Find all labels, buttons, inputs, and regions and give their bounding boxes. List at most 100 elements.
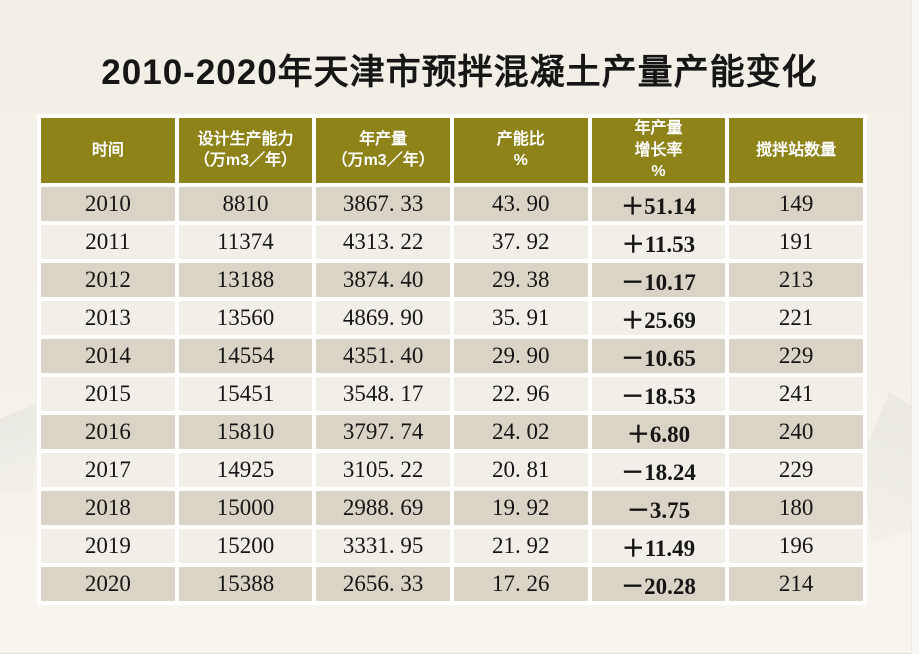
table-cell: 17. 26 xyxy=(453,566,588,601)
column-header-line: 设计生产能力 xyxy=(197,130,294,148)
column-header-4: 年产量增长率% xyxy=(591,118,726,183)
table-row: 2014 14554 4351. 40 29. 90 －10.65 229 xyxy=(41,338,863,373)
table-cell: 11374 xyxy=(178,224,313,259)
table-cell: 2019 xyxy=(41,528,175,563)
table-cell: 180 xyxy=(729,490,863,525)
table-cell: ＋6.80 xyxy=(591,414,726,449)
table-cell: 240 xyxy=(729,414,863,449)
table-cell: 13560 xyxy=(178,300,313,335)
table-cell: 20. 81 xyxy=(453,452,588,487)
column-header-line: 时间 xyxy=(91,141,124,159)
table-cell: －18.24 xyxy=(591,452,726,487)
table-row: 2016 15810 3797. 74 24. 02 ＋6.80 240 xyxy=(41,414,863,449)
table-row: 2012 13188 3874. 40 29. 38 －10.17 213 xyxy=(41,262,863,297)
table-cell: 2015 xyxy=(41,376,175,411)
table-row: 2015 15451 3548. 17 22. 96 －18.53 241 xyxy=(41,376,863,411)
table-cell: 2020 xyxy=(41,566,175,601)
table-cell: 21. 92 xyxy=(453,528,588,563)
column-header-line: 年产量 xyxy=(359,130,408,148)
table-cell: 15810 xyxy=(178,414,313,449)
table-cell: 191 xyxy=(729,224,863,259)
background-texture-left xyxy=(0,402,42,494)
table-cell: 3867. 33 xyxy=(316,186,450,221)
table-header: 时间 设计生产能力 （万m3／年） 年产量 （万m3／年） 产能比% 年产量 增长率% 搅拌站数… xyxy=(41,118,863,183)
table-cell: 229 xyxy=(729,452,863,487)
table-cell: 14554 xyxy=(178,338,313,373)
table-cell: 213 xyxy=(729,262,863,297)
column-header-3: 产能比% xyxy=(453,118,588,183)
table-cell: 3797. 74 xyxy=(316,414,450,449)
table-cell: －18.53 xyxy=(591,376,726,411)
table-cell: 14925 xyxy=(178,452,313,487)
column-header-line: 搅拌站数量 xyxy=(756,141,837,159)
table-cell: 221 xyxy=(729,300,863,335)
table-cell: 2012 xyxy=(41,262,175,297)
column-header-line: 产能比 xyxy=(496,130,545,148)
background-texture-right xyxy=(861,392,913,542)
table-cell: 2988. 69 xyxy=(316,490,450,525)
table-row: 2020 15388 2656. 33 17. 26 －20.28 214 xyxy=(41,566,863,601)
table-cell: 2656. 33 xyxy=(316,566,450,601)
table-row: 2010 8810 3867. 33 43. 90 ＋51.14 149 xyxy=(41,186,863,221)
table-body: 2010 8810 3867. 33 43. 90 ＋51.14 149 2011 11374… xyxy=(41,186,863,601)
table-cell: 13188 xyxy=(178,262,313,297)
column-header-line: % xyxy=(513,152,528,170)
table-cell: 29. 38 xyxy=(453,262,588,297)
production-capacity-table: 时间 设计生产能力 （万m3／年） 年产量 （万m3／年） 产能比% 年产量 增长率% 搅拌站数… xyxy=(37,114,867,605)
table-cell: 37. 92 xyxy=(453,224,588,259)
column-header-line: （万m3／年） xyxy=(193,152,298,170)
table-cell: 15451 xyxy=(178,376,313,411)
table-cell: ＋11.49 xyxy=(591,528,726,563)
table-cell: 4313. 22 xyxy=(316,224,450,259)
column-header-2: 年产量 （万m3／年） xyxy=(316,118,450,183)
table-cell: 8810 xyxy=(178,186,313,221)
table-cell: ＋51.14 xyxy=(591,186,726,221)
column-header-0: 时间 xyxy=(41,118,175,183)
column-header-line: （万m3／年） xyxy=(331,152,435,170)
table-row: 2013 13560 4869. 90 35. 91 ＋25.69 221 xyxy=(41,300,863,335)
table-cell: 15200 xyxy=(178,528,313,563)
table-cell: 149 xyxy=(729,186,863,221)
page-title: 2010-2020年天津市预拌混凝土产量产能变化 xyxy=(101,53,818,92)
table-cell: 3874. 40 xyxy=(316,262,450,297)
table-cell: 4351. 40 xyxy=(316,338,450,373)
table-row: 2017 14925 3105. 22 20. 81 －18.24 229 xyxy=(41,452,863,487)
table-cell: 2016 xyxy=(41,414,175,449)
column-header-1: 设计生产能力 （万m3／年） xyxy=(178,118,313,183)
table-cell: 3105. 22 xyxy=(316,452,450,487)
table-cell: 3548. 17 xyxy=(316,376,450,411)
table-cell: －10.65 xyxy=(591,338,726,373)
table-cell: 29. 90 xyxy=(453,338,588,373)
table-cell: 2010 xyxy=(41,186,175,221)
table-cell: ＋25.69 xyxy=(591,300,726,335)
table-cell: 2017 xyxy=(41,452,175,487)
table-cell: 2013 xyxy=(41,300,175,335)
table-cell: ＋11.53 xyxy=(591,224,726,259)
table-cell: 241 xyxy=(729,376,863,411)
table-cell: 15388 xyxy=(178,566,313,601)
table-cell: 22. 96 xyxy=(453,376,588,411)
table-cell: 214 xyxy=(729,566,863,601)
table-header-row: 时间 设计生产能力 （万m3／年） 年产量 （万m3／年） 产能比% 年产量 增长率% 搅拌站数… xyxy=(41,118,863,183)
table-row: 2019 15200 3331. 95 21. 92 ＋11.49 196 xyxy=(41,528,863,563)
table-cell: 2014 xyxy=(41,338,175,373)
table-cell: 24. 02 xyxy=(453,414,588,449)
table-cell: 19. 92 xyxy=(453,490,588,525)
table-cell: 4869. 90 xyxy=(316,300,450,335)
table-cell: 229 xyxy=(729,338,863,373)
table-cell: 2011 xyxy=(41,224,175,259)
column-header-line: 增长率 xyxy=(634,141,683,159)
column-header-line: % xyxy=(651,163,666,181)
table-row: 2011 11374 4313. 22 37. 92 ＋11.53 191 xyxy=(41,224,863,259)
table-cell: 3331. 95 xyxy=(316,528,450,563)
table-row: 2018 15000 2988. 69 19. 92 －3.75 180 xyxy=(41,490,863,525)
table-cell: 196 xyxy=(729,528,863,563)
table-cell: 2018 xyxy=(41,490,175,525)
table-cell: －10.17 xyxy=(591,262,726,297)
table-cell: 43. 90 xyxy=(453,186,588,221)
column-header-line: 年产量 xyxy=(634,120,683,137)
slide-edge-strip xyxy=(911,0,919,654)
table-cell: －20.28 xyxy=(591,566,726,601)
table-cell: 35. 91 xyxy=(453,300,588,335)
